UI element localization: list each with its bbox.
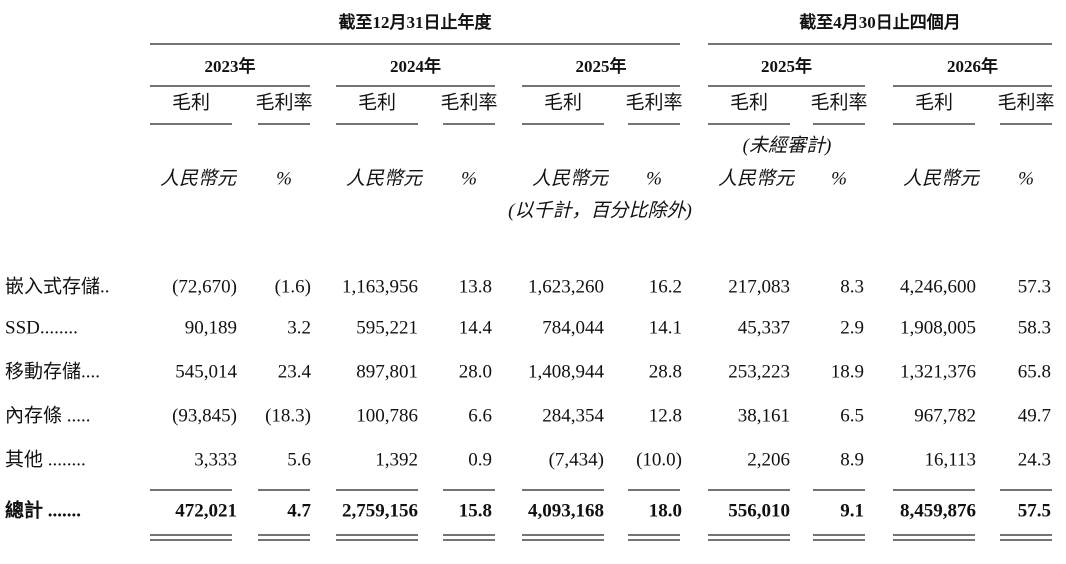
group-header: 截至4月30日止四個月 [799,12,961,32]
cell: 2.9 [840,317,864,338]
cell: 8.9 [840,449,864,470]
cell: 217,083 [728,276,790,297]
unit-label: 人民幣元 [160,168,238,189]
cell: 3,333 [194,449,237,470]
cell: 57.3 [1018,276,1051,297]
cell: 556,010 [728,500,790,521]
unit-note: (以千計，百分比除外) [508,199,692,221]
cell: (10.0) [636,449,682,470]
column-header: 毛利 [172,91,210,113]
unit-label: % [461,168,477,189]
cell: 28.8 [649,361,682,382]
cell: 23.4 [278,361,312,382]
cell: 90,189 [185,317,237,338]
cell: (18.3) [265,405,311,426]
group-header: 截至12月31日止年度 [339,12,493,32]
column-header: 毛利率 [625,91,682,113]
cell: 967,782 [914,405,976,426]
row-label: 其他 ........ [5,448,86,470]
cell: 100,786 [356,405,418,426]
cell: 1,392 [375,449,418,470]
cell: 0.9 [468,449,492,470]
row-label: SSD........ [5,317,78,338]
cell: 14.1 [649,317,682,338]
unit-label: 人民幣元 [346,168,424,189]
unit-label: 人民幣元 [903,168,981,189]
cell: 253,223 [728,361,790,382]
cell: 595,221 [356,317,418,338]
cell: 1,623,260 [528,276,604,297]
row-label: 內存條 ..... [5,404,91,426]
cell: 2,759,156 [342,500,418,521]
year-header: 2023年 [205,56,256,76]
unit-label: % [1018,168,1034,189]
column-header: 毛利率 [997,91,1054,113]
row-label: 移動存儲.... [5,360,100,382]
unit-label: 人民幣元 [532,168,610,189]
row-label: 嵌入式存儲.. [5,275,110,297]
cell: (7,434) [549,449,604,470]
cell: 14.4 [459,317,493,338]
cell: 4,246,600 [900,276,976,297]
column-header: 毛利率 [440,91,497,113]
column-header: 毛利率 [810,91,867,113]
column-header: 毛利 [915,91,953,113]
cell: (72,670) [172,276,237,297]
unit-label: % [276,168,292,189]
cell: 8.3 [840,276,864,297]
column-header: 毛利率 [255,91,312,113]
cell: 1,163,956 [342,276,418,297]
cell: 16,113 [924,449,976,470]
cell: 45,337 [738,317,790,338]
cell: 8,459,876 [900,500,976,521]
cell: 3.2 [287,317,311,338]
year-header: 2026年 [947,56,998,76]
cell: 545,014 [175,361,237,382]
cell: 28.0 [459,361,492,382]
cell: 472,021 [175,500,237,521]
unit-label: 人民幣元 [718,168,796,189]
cell: 18.9 [831,361,864,382]
year-header: 2024年 [390,56,441,76]
cell: 18.0 [649,500,682,521]
cell: (93,845) [172,405,237,426]
row-label: 總計 ....... [5,498,81,521]
cell: 6.5 [840,405,864,426]
cell: 784,044 [542,317,604,338]
unit-label: % [831,168,847,189]
cell: 13.8 [459,276,492,297]
cell: 1,321,376 [900,361,976,382]
cell: 65.8 [1018,361,1051,382]
year-header: 2025年 [761,56,812,76]
cell: 4.7 [287,500,311,521]
unaudited-note: (未經審計) [743,134,832,156]
cell: 284,354 [542,405,604,426]
cell: 57.5 [1018,500,1051,521]
cell: 38,161 [738,405,790,426]
unit-label: % [646,168,662,189]
column-header: 毛利 [544,91,582,113]
cell: 1,908,005 [900,317,976,338]
cell: (1.6) [275,276,311,297]
cell: 49.7 [1018,405,1051,426]
cell: 15.8 [459,500,492,521]
column-header: 毛利 [358,91,396,113]
cell: 12.8 [649,405,682,426]
cell: 6.6 [468,405,492,426]
cell: 16.2 [649,276,682,297]
cell: 897,801 [356,361,418,382]
year-header: 2025年 [576,56,627,76]
cell: 2,206 [747,449,790,470]
cell: 5.6 [287,449,311,470]
cell: 24.3 [1018,449,1051,470]
cell: 58.3 [1018,317,1051,338]
cell: 1,408,944 [528,361,605,382]
column-header: 毛利 [730,91,768,113]
cell: 9.1 [840,500,864,521]
cell: 4,093,168 [528,500,604,521]
